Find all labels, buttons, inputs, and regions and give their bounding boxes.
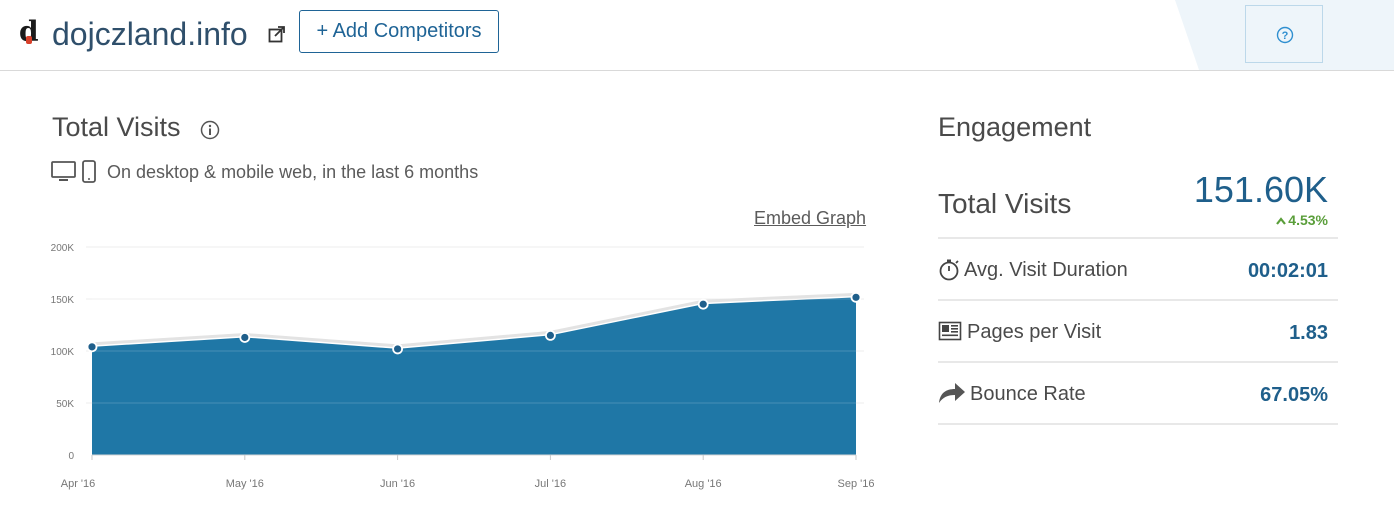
info-icon[interactable]: [200, 120, 220, 140]
engagement-divider: [938, 423, 1338, 425]
data-point: [392, 343, 404, 355]
y-tick-label: 150K: [51, 295, 75, 306]
visits-area: [92, 297, 856, 455]
add-competitors-button[interactable]: + Add Competitors: [299, 10, 499, 53]
help-button[interactable]: ?: [1245, 5, 1323, 63]
x-tick-label: May '16: [226, 478, 264, 490]
series-line: [91, 292, 857, 348]
x-tick-label: Jul '16: [535, 478, 566, 490]
engagement-divider: [938, 237, 1338, 239]
total-visits-subtitle: On desktop & mobile web, in the last 6 m…: [107, 162, 479, 182]
y-tick-label: 0: [68, 451, 74, 462]
y-tick-label: 50K: [56, 399, 74, 410]
site-name: dojczland.info: [52, 16, 248, 52]
engagement-divider: [938, 361, 1338, 363]
engagement-title: Engagement: [938, 112, 1092, 142]
external-link-icon[interactable]: [268, 25, 286, 43]
x-tick-label: Sep '16: [838, 478, 875, 490]
avg-visit-duration-label: Avg. Visit Duration: [964, 259, 1128, 281]
total-visits-change-value: 4.53%: [1288, 212, 1328, 228]
site-favicon: d: [19, 15, 39, 48]
x-tick-label: Jun '16: [380, 478, 415, 490]
data-point: [697, 298, 709, 310]
total-visits-title: Total Visits: [52, 112, 181, 142]
stopwatch-icon: [939, 259, 959, 281]
x-tick-label: Aug '16: [685, 478, 722, 490]
total-visits-chart: 0 50K 100K 150K 200K Apr '16 May '16 Jun '16 Jul…: [51, 243, 875, 490]
desktop-mobile-icon: [51, 160, 96, 183]
engagement-total-visits-label: Total Visits: [938, 188, 1072, 219]
y-tick-label: 100K: [51, 347, 75, 358]
bounce-rate-label: Bounce Rate: [970, 383, 1086, 405]
data-point: [239, 332, 251, 343]
engagement-divider: [938, 299, 1338, 301]
data-point: [86, 341, 98, 353]
embed-graph-link[interactable]: Embed Graph: [754, 208, 867, 228]
svg-text:?: ?: [1282, 30, 1289, 42]
bounce-arrow-icon: [939, 383, 965, 403]
pages-per-visit-label: Pages per Visit: [967, 321, 1102, 343]
arrow-up-icon: [1276, 217, 1287, 225]
engagement-total-visits-value: 151.60K: [1193, 169, 1328, 210]
data-point: [545, 330, 556, 341]
y-tick-label: 200K: [51, 243, 75, 254]
x-tick-label: Apr '16: [61, 478, 96, 490]
total-visits-change: 4.53%: [1230, 211, 1328, 229]
header-accent-background: [1175, 0, 1394, 70]
pages-per-visit-value: 1.83: [1289, 322, 1328, 344]
question-icon: ?: [1276, 26, 1294, 44]
pages-icon: [938, 321, 962, 341]
bounce-rate-value: 67.05%: [1260, 384, 1328, 406]
avg-visit-duration-value: 00:02:01: [1247, 260, 1328, 282]
top-header: d dojczland.info + Add Competitors ?: [0, 0, 1394, 71]
data-point: [850, 291, 862, 303]
